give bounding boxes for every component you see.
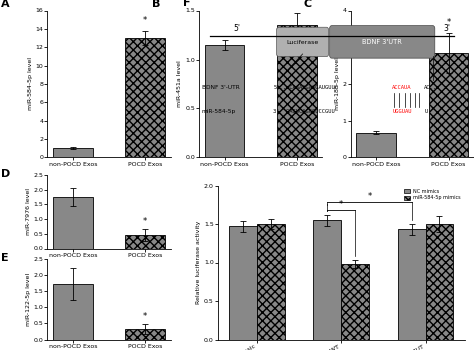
Bar <box>277 25 317 158</box>
Y-axis label: miR-122-5p level: miR-122-5p level <box>26 273 31 326</box>
Text: BDNF 3'UTR: BDNF 3'UTR <box>362 39 402 45</box>
Text: Luciferase: Luciferase <box>286 40 319 44</box>
Bar <box>125 235 165 248</box>
Text: *: * <box>143 16 147 25</box>
Text: B: B <box>152 0 161 9</box>
Bar <box>205 45 245 158</box>
Text: UGGUAU: UGGUAU <box>392 110 412 114</box>
Bar <box>398 229 426 340</box>
Text: *: * <box>143 217 147 226</box>
Bar <box>257 224 285 340</box>
Bar <box>356 133 396 158</box>
Legend: NC mimics, miR-584-5p mimics: NC mimics, miR-584-5p mimics <box>403 188 462 201</box>
Y-axis label: miR-7976 level: miR-7976 level <box>26 188 31 235</box>
Text: U: U <box>424 110 428 114</box>
Text: C: C <box>304 0 312 9</box>
Text: ACCAUA: ACCAUA <box>392 85 412 90</box>
Bar <box>125 38 165 158</box>
Bar <box>53 148 93 158</box>
Y-axis label: miR-451a level: miR-451a level <box>177 61 182 107</box>
Text: 5'...CAAAAGAGGAUGUUC: 5'...CAAAAGAGGAUGUUC <box>273 85 338 90</box>
Text: 3'  GAGUCAGGGUCCGUU: 3' GAGUCAGGGUCCGUU <box>273 110 335 114</box>
Text: *: * <box>339 199 343 209</box>
Text: *: * <box>143 312 147 321</box>
Bar <box>341 264 369 340</box>
Y-axis label: Relative luciferase activity: Relative luciferase activity <box>196 221 201 304</box>
FancyBboxPatch shape <box>330 26 435 58</box>
Text: D: D <box>0 169 10 179</box>
Bar <box>428 53 468 158</box>
Bar <box>229 226 257 340</box>
Bar <box>53 284 93 340</box>
Bar <box>53 197 93 248</box>
Text: BDNF 3'-UTR: BDNF 3'-UTR <box>202 85 239 90</box>
Bar <box>426 224 453 340</box>
Text: 3': 3' <box>443 24 450 33</box>
Text: miR-584-5p: miR-584-5p <box>202 110 236 114</box>
Text: E: E <box>0 253 8 262</box>
Text: *: * <box>447 18 451 27</box>
Text: F: F <box>183 0 191 8</box>
Bar <box>313 220 341 340</box>
Bar <box>125 329 165 340</box>
Text: 5': 5' <box>234 24 241 33</box>
FancyBboxPatch shape <box>277 27 328 57</box>
Text: AC...: AC... <box>424 85 440 90</box>
Text: *: * <box>367 192 372 201</box>
Text: A: A <box>0 0 9 9</box>
Y-axis label: miR-584-5p level: miR-584-5p level <box>27 57 33 111</box>
Y-axis label: miR-185-5p level: miR-185-5p level <box>335 57 340 111</box>
